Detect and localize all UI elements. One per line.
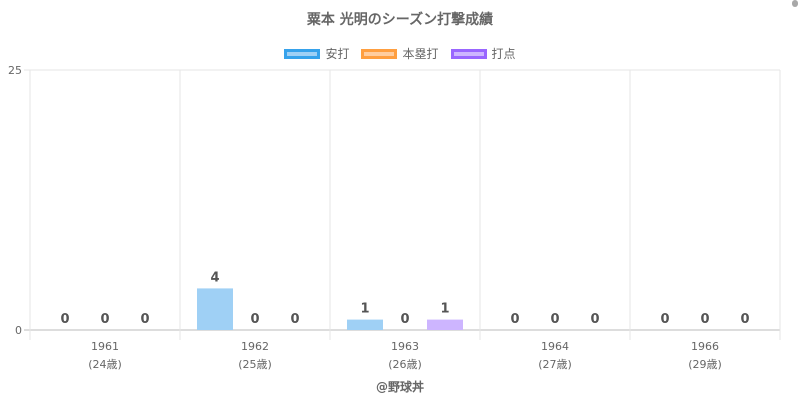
x-tick-label: 1963 <box>391 340 419 353</box>
bar-安打 <box>347 319 383 330</box>
x-tick-sublabel: (29歳) <box>688 358 722 371</box>
data-label: 1 <box>360 302 369 317</box>
data-label: 0 <box>100 312 109 327</box>
legend-label-hits: 安打 <box>325 47 350 61</box>
data-label: 0 <box>590 312 599 327</box>
scrollbar-thumb[interactable] <box>792 0 798 7</box>
data-label: 0 <box>700 312 709 327</box>
data-label: 0 <box>550 312 559 327</box>
legend-swatch-rbi <box>450 48 487 59</box>
data-label: 0 <box>250 312 259 327</box>
bar-打点 <box>427 319 463 330</box>
data-label: 0 <box>140 312 149 327</box>
legend-item-rbi[interactable]: 打点 <box>450 45 516 62</box>
chart-credit: @野球丼 <box>375 380 424 394</box>
bar-安打 <box>197 288 233 330</box>
x-tick-label: 1961 <box>91 340 119 353</box>
legend-swatch-homeruns <box>361 48 398 59</box>
x-tick-sublabel: (26歳) <box>388 358 422 371</box>
legend-label-rbi: 打点 <box>491 47 516 61</box>
x-tick-sublabel: (24歳) <box>88 358 122 371</box>
data-label: 0 <box>660 312 669 327</box>
x-tick-label: 1966 <box>691 340 719 353</box>
y-tick-label: 25 <box>8 64 22 77</box>
legend-label-homeruns: 本塁打 <box>402 47 439 61</box>
x-tick-label: 1964 <box>541 340 569 353</box>
data-label: 0 <box>740 312 749 327</box>
legend-swatch-hits <box>284 48 321 59</box>
legend-item-homeruns[interactable]: 本塁打 <box>361 45 439 62</box>
data-label: 4 <box>210 270 219 285</box>
legend-item-hits[interactable]: 安打 <box>284 45 349 62</box>
y-tick-label: 0 <box>15 324 22 337</box>
chart-legend: 安打 本塁打 打点 <box>0 45 800 62</box>
chart-title: 粟本 光明のシーズン打撃成績 <box>306 12 494 28</box>
data-label: 0 <box>60 312 69 327</box>
data-label: 0 <box>510 312 519 327</box>
x-tick-label: 1962 <box>241 340 269 353</box>
x-tick-sublabel: (25歳) <box>238 358 272 371</box>
x-tick-sublabel: (27歳) <box>538 358 572 371</box>
data-label: 0 <box>400 312 409 327</box>
data-label: 0 <box>290 312 299 327</box>
data-label: 1 <box>440 302 449 317</box>
